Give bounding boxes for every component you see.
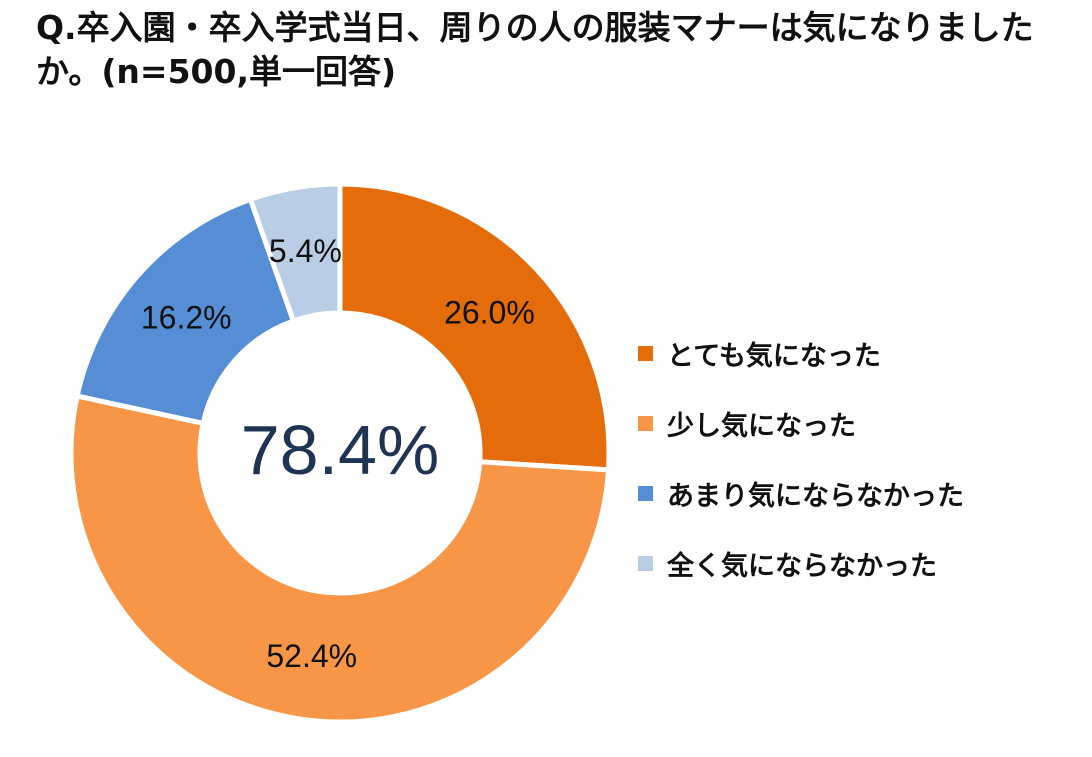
legend-swatch: [638, 345, 653, 361]
slice-not-at-all: [247, 181, 343, 325]
legend-item-not-at-all: 全く気にならなかった: [638, 528, 964, 598]
slice-very: [337, 181, 612, 473]
center-total-label: 78.4%: [241, 411, 439, 489]
legend-item-not-much: あまり気にならなかった: [638, 458, 964, 528]
donut-slices: [68, 181, 612, 725]
slice-not-much: [74, 196, 297, 427]
legend-swatch: [638, 555, 653, 571]
legend: とても気になった 少し気になった あまり気にならなかった 全く気にならなかった: [638, 318, 964, 598]
slice-value-label: 5.4%: [269, 233, 342, 269]
legend-item-very: とても気になった: [638, 318, 964, 388]
slice-somewhat: [68, 392, 612, 725]
legend-item-somewhat: 少し気になった: [638, 388, 964, 458]
slice-labels: 26.0% 52.4% 16.2% 5.4%: [141, 233, 535, 674]
slice-value-label: 16.2%: [141, 299, 232, 335]
legend-swatch: [638, 485, 653, 501]
legend-label: とても気になった: [667, 340, 881, 372]
legend-label: 少し気になった: [667, 410, 856, 442]
legend-label: 全く気にならなかった: [667, 550, 937, 582]
chart-title: Q.卒入園・卒入学式当日、周りの人の服装マナーは気になりましたか。(n=500,…: [36, 8, 1034, 91]
legend-label: あまり気にならなかった: [667, 480, 964, 512]
legend-swatch: [638, 415, 653, 431]
slice-value-label: 52.4%: [266, 638, 357, 674]
slice-value-label: 26.0%: [444, 295, 535, 331]
